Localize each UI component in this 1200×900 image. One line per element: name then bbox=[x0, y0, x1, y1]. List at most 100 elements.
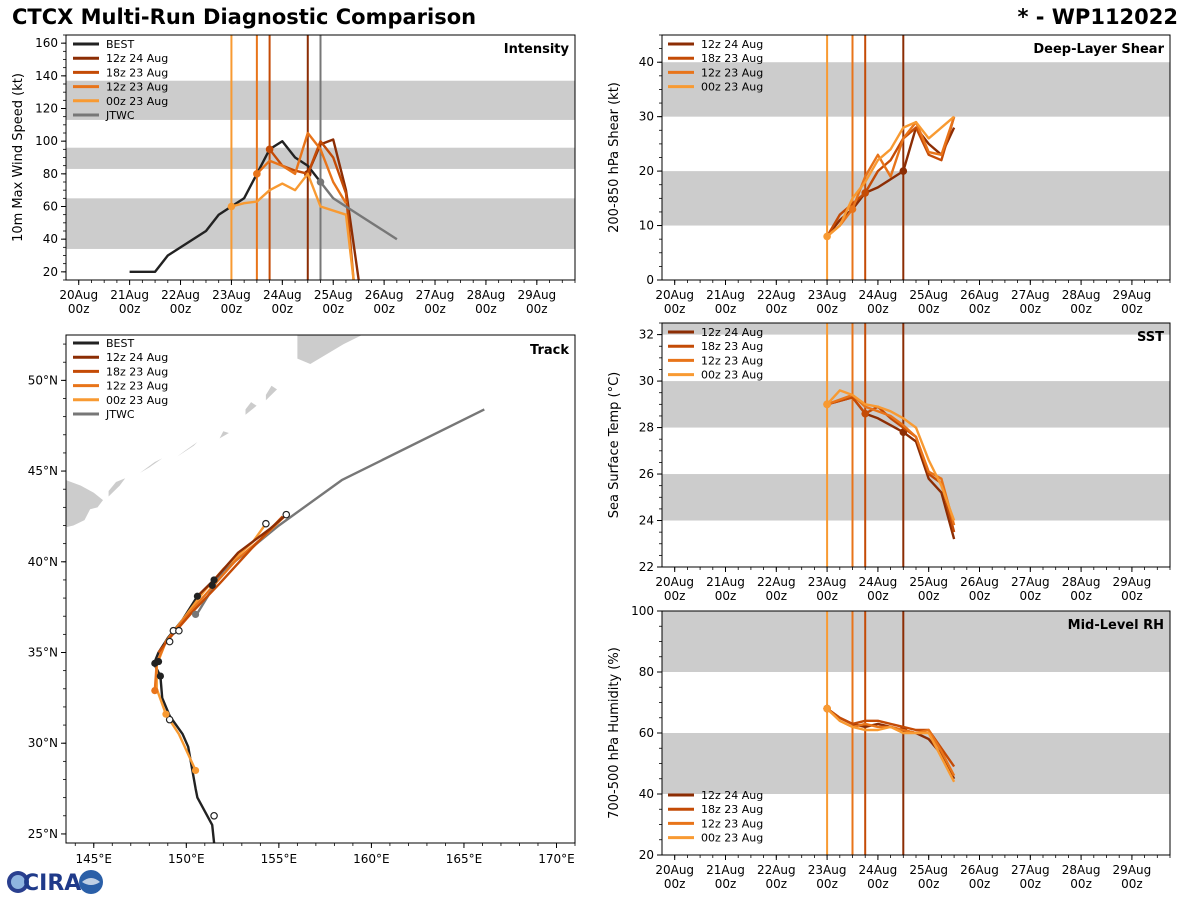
track-marker-run_00z23 bbox=[191, 766, 200, 775]
x-tick-label: 26Aug bbox=[960, 863, 999, 877]
x-tick-label: 20Aug bbox=[59, 288, 98, 302]
y-axis-label: 10m Max Wind Speed (kt) bbox=[11, 73, 26, 242]
x-tick-label: 22Aug bbox=[161, 288, 200, 302]
x-tick-label: 23Aug bbox=[808, 863, 847, 877]
lat-tick-label: 30°N bbox=[28, 736, 58, 750]
x-tick-label: 29Aug bbox=[517, 288, 556, 302]
x-tick-label: 27Aug bbox=[1011, 288, 1050, 302]
y-tick-label: 30 bbox=[639, 110, 654, 124]
figure-title: CTCX Multi-Run Diagnostic Comparison bbox=[12, 5, 477, 29]
track-marker-hollow-best bbox=[210, 811, 218, 820]
panel-title: Intensity bbox=[504, 42, 570, 57]
x-tick-sublabel: 00z bbox=[969, 877, 991, 891]
x-tick-label: 21Aug bbox=[706, 575, 745, 589]
x-tick-label: 24Aug bbox=[263, 288, 302, 302]
x-tick-sublabel: 00z bbox=[1121, 302, 1143, 316]
x-tick-label: 20Aug bbox=[655, 288, 694, 302]
x-tick-sublabel: 00z bbox=[1070, 877, 1092, 891]
track-marker-hollow-run_00z23 bbox=[262, 519, 270, 528]
legend-label-run_18z23: 18z 23 Aug bbox=[701, 340, 763, 353]
land-kuril-3 bbox=[177, 442, 198, 457]
x-tick-label: 21Aug bbox=[706, 288, 745, 302]
x-tick-label: 29Aug bbox=[1113, 288, 1152, 302]
legend-label-run_00z23: 00z 23 Aug bbox=[701, 832, 763, 845]
x-tick-label: 26Aug bbox=[960, 575, 999, 589]
x-tick-label: 26Aug bbox=[960, 288, 999, 302]
x-tick-sublabel: 00z bbox=[867, 589, 889, 603]
x-tick-label: 23Aug bbox=[808, 288, 847, 302]
storm-id: * - WP112022 bbox=[1017, 5, 1178, 29]
x-tick-label: 25Aug bbox=[909, 863, 948, 877]
lon-tick-label: 160°E bbox=[353, 852, 390, 866]
panel-title: Mid-Level RH bbox=[1068, 618, 1164, 633]
x-tick-sublabel: 00z bbox=[221, 302, 243, 316]
legend-label-best: BEST bbox=[106, 337, 134, 350]
cira-logo: CIRA bbox=[7, 870, 103, 896]
x-tick-sublabel: 00z bbox=[1020, 877, 1042, 891]
lat-tick-label: 50°N bbox=[28, 373, 58, 387]
plot-area-sst bbox=[662, 323, 1170, 567]
x-tick-label: 27Aug bbox=[1011, 863, 1050, 877]
x-tick-label: 28Aug bbox=[467, 288, 506, 302]
x-tick-label: 22Aug bbox=[757, 863, 796, 877]
track-line-run_00z23 bbox=[155, 522, 267, 771]
x-tick-label: 21Aug bbox=[110, 288, 149, 302]
legend-label-run_12z23: 12z 23 Aug bbox=[701, 817, 763, 830]
logo-globe-highlight bbox=[11, 875, 25, 889]
x-tick-sublabel: 00z bbox=[475, 302, 497, 316]
series-line-run_12z23 bbox=[256, 131, 348, 204]
series-line-run_18z23 bbox=[826, 396, 956, 533]
lon-tick-label: 165°E bbox=[446, 852, 483, 866]
x-tick-label: 26Aug bbox=[365, 288, 404, 302]
x-tick-sublabel: 00z bbox=[1020, 589, 1042, 603]
plot-area-rh bbox=[662, 611, 1170, 855]
series-marker-run_18z23 bbox=[265, 145, 274, 154]
track-line-jtwc bbox=[194, 408, 485, 617]
x-tick-sublabel: 00z bbox=[664, 302, 686, 316]
x-tick-label: 28Aug bbox=[1062, 575, 1101, 589]
series-marker-run_12z23 bbox=[848, 205, 857, 214]
plot-area-intensity bbox=[66, 35, 575, 280]
y-tick-label: 140 bbox=[35, 69, 58, 83]
legend-label-run_12z23: 12z 23 Aug bbox=[701, 354, 763, 367]
series-marker-run_00z23 bbox=[823, 400, 831, 409]
y-tick-label: 20 bbox=[639, 848, 654, 862]
y-tick-label: 40 bbox=[43, 232, 58, 246]
x-tick-label: 29Aug bbox=[1113, 863, 1152, 877]
x-tick-label: 24Aug bbox=[859, 863, 898, 877]
lon-tick-label: 150°E bbox=[168, 852, 205, 866]
legend-label-jtwc: JTWC bbox=[105, 109, 135, 122]
series-line-jtwc bbox=[319, 181, 398, 241]
land-kuril-1 bbox=[108, 478, 126, 497]
panel-title: Track bbox=[530, 343, 569, 358]
series-line-run_12z23 bbox=[826, 116, 956, 238]
x-tick-sublabel: 00z bbox=[1121, 589, 1143, 603]
lat-tick-label: 45°N bbox=[28, 464, 58, 478]
x-tick-sublabel: 00z bbox=[1121, 877, 1143, 891]
x-tick-sublabel: 00z bbox=[918, 877, 940, 891]
track-marker-run_00z23 bbox=[162, 710, 170, 718]
legend-label-run_00z23: 00z 23 Aug bbox=[106, 95, 168, 108]
land-kamchatka bbox=[297, 335, 381, 364]
x-tick-sublabel: 00z bbox=[766, 589, 788, 603]
panel-shear: 01020304020Aug00z21Aug00z22Aug00z23Aug00… bbox=[607, 34, 1171, 316]
x-tick-label: 21Aug bbox=[706, 863, 745, 877]
land-kuril-4 bbox=[219, 431, 229, 439]
logo-emblem-swirl bbox=[82, 878, 100, 885]
shaded-band-1 bbox=[662, 611, 1170, 672]
x-tick-label: 25Aug bbox=[909, 575, 948, 589]
track-marker-hollow-best bbox=[165, 637, 174, 646]
track-marker-jtwc bbox=[191, 610, 200, 619]
y-tick-label: 28 bbox=[639, 421, 654, 435]
x-tick-label: 24Aug bbox=[859, 288, 898, 302]
x-tick-sublabel: 00z bbox=[424, 302, 446, 316]
track-marker-hollow-run_12z23 bbox=[282, 510, 291, 519]
land-kuril-5 bbox=[245, 402, 257, 415]
legend-label-run_00z23: 00z 23 Aug bbox=[701, 81, 763, 94]
legend-label-run_12z23: 12z 23 Aug bbox=[106, 380, 168, 393]
lon-tick-label: 155°E bbox=[261, 852, 298, 866]
x-tick-sublabel: 00z bbox=[68, 302, 90, 316]
lon-tick-label: 145°E bbox=[76, 852, 113, 866]
